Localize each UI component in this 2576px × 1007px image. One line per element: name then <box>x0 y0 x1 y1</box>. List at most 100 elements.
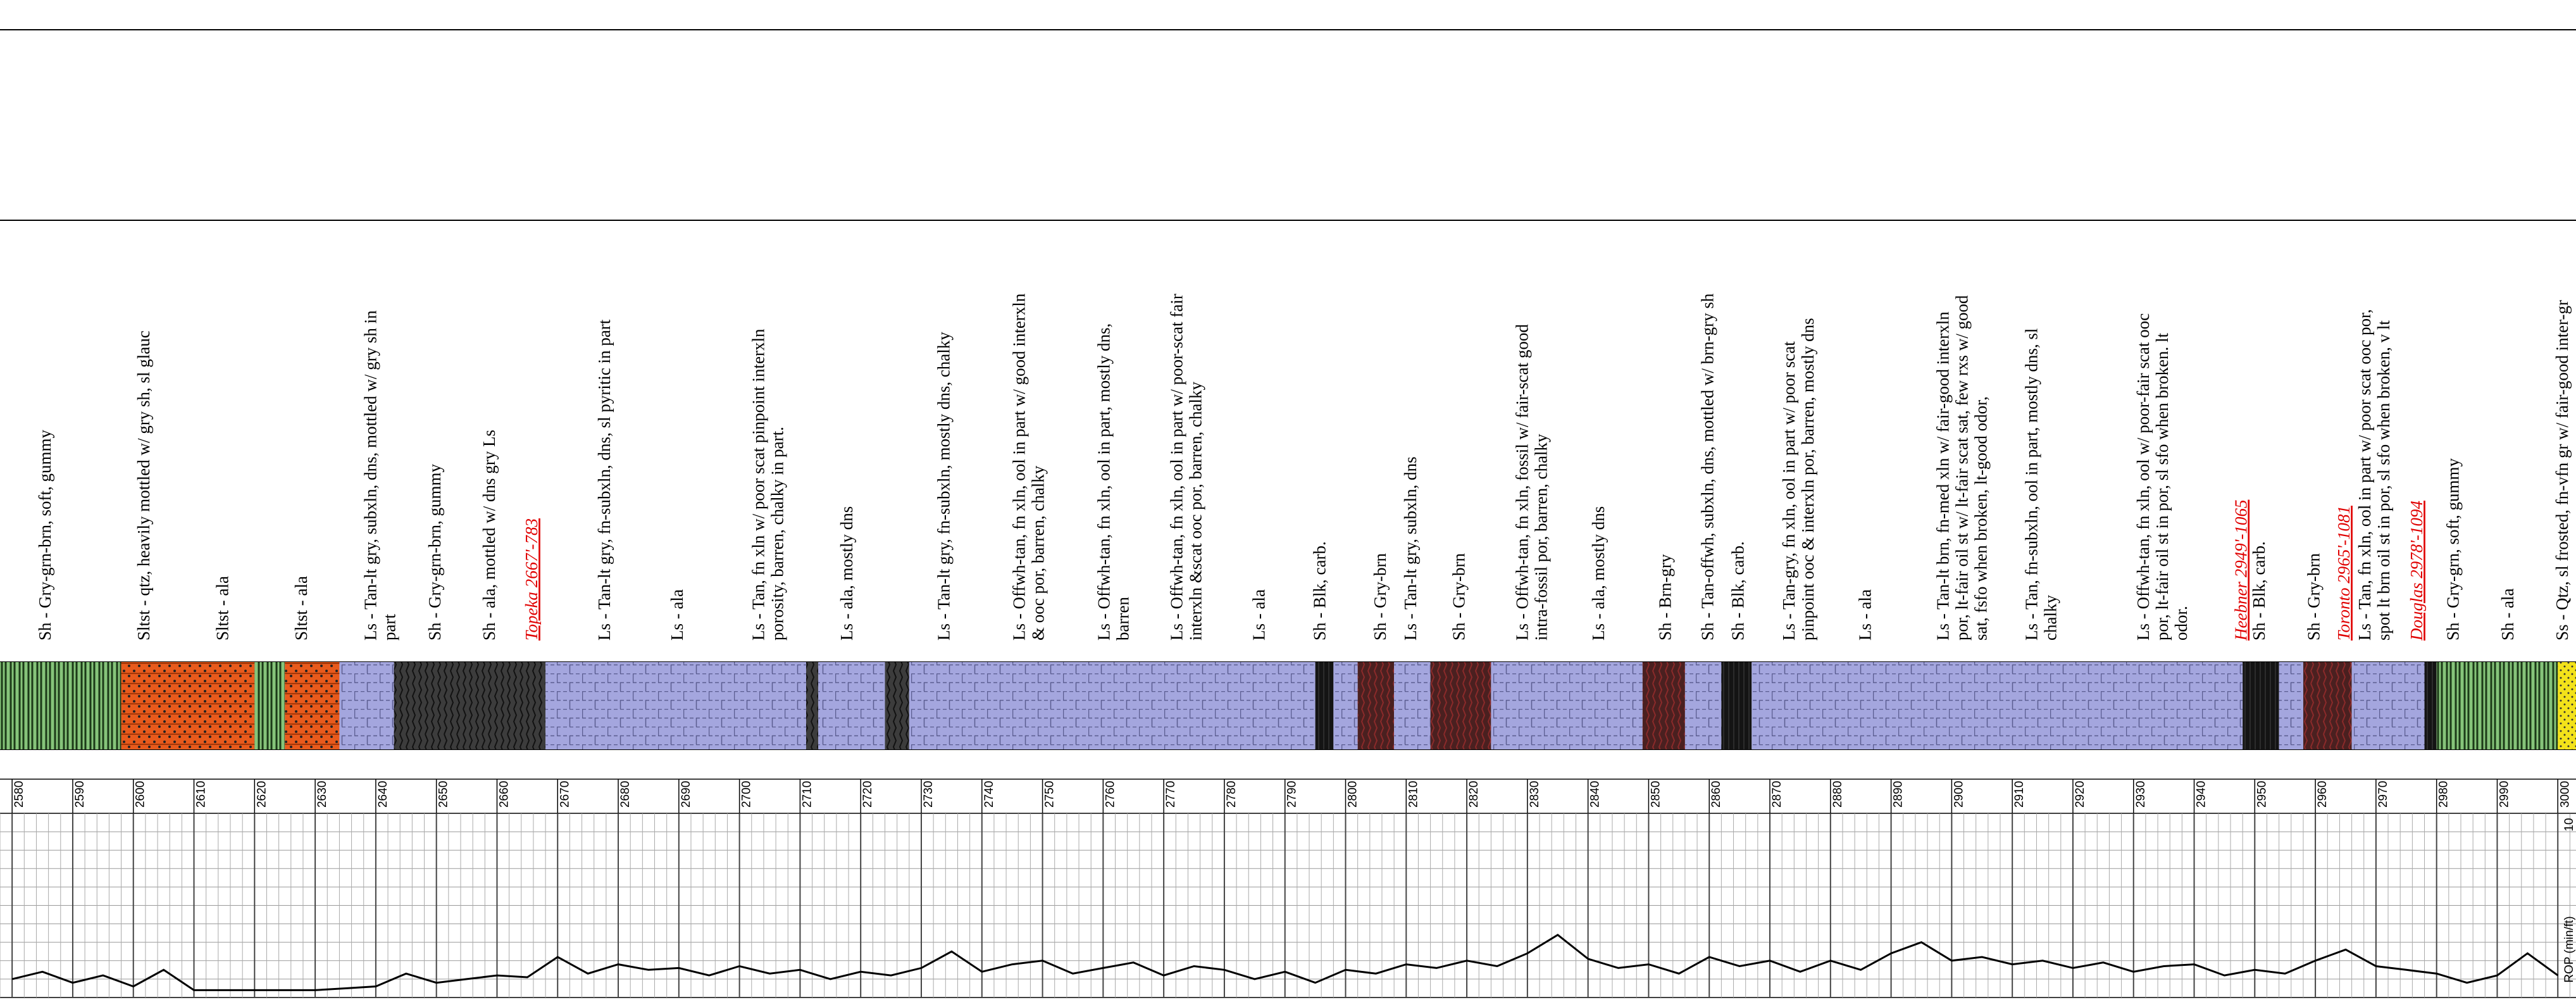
description-line: Sh - Gry-brn <box>2304 553 2323 641</box>
description-line: Ss - Qtz, sl frosted, fn-vfn gr w/ fair-… <box>2553 300 2572 641</box>
lithology-pattern <box>1430 662 1491 749</box>
description-line: & ooc por, barren, chalky <box>1029 465 1048 641</box>
formation-top: Douglas 2978'-1094 <box>2407 501 2426 641</box>
description-line: Ls - Tan-lt gry, subxln, dns <box>1401 456 1420 641</box>
description-line: Sh - Gry-grn, soft, gummy <box>2444 458 2463 641</box>
description-line: sat, fsfo when broken, lt-good odor, <box>1972 396 1991 641</box>
description-line: Sh - Gry-brn <box>1450 553 1469 641</box>
depth-tick-label: 2920 <box>2074 781 2087 808</box>
description-line: Sltst - ala <box>213 576 232 641</box>
depth-tick-label: 2860 <box>1710 781 1723 808</box>
description-line: spot lt brn oil st in por, sl sfo when b… <box>2374 320 2393 641</box>
depth-tick-label: 2870 <box>1770 781 1784 808</box>
lithology-pattern <box>909 662 1316 749</box>
depth-tick-label: 2930 <box>2134 781 2148 808</box>
lithology-pattern <box>818 662 885 749</box>
lithology-pattern <box>2436 662 2558 749</box>
depth-tick-label: 2610 <box>195 781 208 808</box>
formation-top: Topeka 2667'-783 <box>522 518 541 641</box>
depth-tick-label: 2760 <box>1104 781 1117 808</box>
depth-tick-label: 2640 <box>376 781 390 808</box>
description-line: Sh - Brn-gry <box>1655 554 1674 641</box>
lithology-pattern <box>1394 662 1431 749</box>
lithology-pattern <box>0 662 121 749</box>
lithology-pattern <box>394 662 546 749</box>
lithology-pattern <box>254 662 285 749</box>
depth-tick-label: 2750 <box>1043 781 1057 808</box>
lithology-pattern <box>1333 662 1358 749</box>
lithology-pattern <box>285 662 340 749</box>
lithology-pattern <box>2351 662 2425 749</box>
description-line: Ls - Tan-lt gry, fn-subxln, dns, sl pyri… <box>595 319 614 641</box>
description-line: intra-fossil por, barren, chalky <box>1532 434 1551 641</box>
rop-axis-label: ROP (min/ft) <box>2563 916 2576 982</box>
depth-tick-label: 2980 <box>2437 781 2451 808</box>
description-line: por, lt-fair oil st in por, sl sfo when … <box>2153 332 2172 641</box>
description-line: Ls - Tan, fn xln w/ poor scat pinpoint i… <box>749 328 768 641</box>
depth-tick-label: 2650 <box>437 781 451 808</box>
description-line: Ls - Offwh-tan, fn xln, fossil w/ fair-s… <box>1513 324 1532 641</box>
formation-top: Toronto 2965'-1081 <box>2334 506 2353 641</box>
lithology-pattern <box>1491 662 1643 749</box>
lithology-pattern <box>1315 662 1334 749</box>
description-line: por, lt-fair oil st w/ lt-fair scat sat,… <box>1953 295 1972 641</box>
depth-tick-label: 2780 <box>1225 781 1238 808</box>
description-line: Ls - Tan-lt brn, fn-med xln w/ fair-good… <box>1934 311 1953 641</box>
depth-tick-label: 2690 <box>680 781 693 808</box>
description-line: Sh - Gry-grn-brn, gummy <box>425 464 444 641</box>
description-line: Ls - ala, mostly dns <box>1589 506 1608 641</box>
description-line: interxln &scat ooc por, barren, chalky <box>1186 381 1205 641</box>
depth-tick-label: 2900 <box>1952 781 1965 808</box>
lithology-pattern <box>1642 662 1685 749</box>
description-line: barren <box>1114 597 1133 641</box>
description-line: Ls - Tan-lt gry, fn-subxln, mostly dns, … <box>934 332 953 641</box>
depth-tick-label: 2960 <box>2316 781 2329 808</box>
depth-tick-label: 2730 <box>922 781 935 808</box>
depth-tick-label: 2740 <box>983 781 996 808</box>
description-line: porosity, barren, chalky in part. <box>768 427 787 641</box>
description-line: Sh - ala, mottled w/ dns gry Ls <box>480 430 499 641</box>
description-line: chalky <box>2041 595 2060 641</box>
description-line: Ls - Offwh-tan, fn xln, ool in part, mos… <box>1095 323 1114 641</box>
depth-tick-label: 2670 <box>558 781 571 808</box>
description-line: Ls - Offwh-tan, fn xln, ool in part w/ p… <box>1167 294 1186 641</box>
lithology-pattern <box>545 662 806 749</box>
description-line: Ls - ala <box>1250 589 1269 641</box>
depth-tick-label: 3000 <box>2558 781 2572 808</box>
depth-tick-label: 2950 <box>2255 781 2268 808</box>
description-line: Ls - ala <box>1855 589 1874 641</box>
description-line: Ls - Tan-gry, fn xln, ool in part w/ poo… <box>1779 341 1798 641</box>
description-line: Sh - ala <box>2498 589 2517 641</box>
depth-tick-label: 2990 <box>2498 781 2511 808</box>
depth-tick-label: 2830 <box>1528 781 1541 808</box>
depth-tick-label: 2940 <box>2195 781 2208 808</box>
lithology-pattern <box>1357 662 1395 749</box>
description-line: Sh - Tan-offwh, subxln, dns, mottled w/ … <box>1698 293 1717 641</box>
rop-tick-label: 10 <box>2563 818 2576 831</box>
depth-tick-label: 2820 <box>1467 781 1481 808</box>
description-line: Ls - ala <box>668 589 687 641</box>
depth-tick-label: 2840 <box>1589 781 1602 808</box>
lithology-pattern <box>2303 662 2352 749</box>
description-line: Ls - Offwh-tan, fn xln, ool in part w/ g… <box>1010 293 1029 641</box>
lithology-pattern <box>2424 662 2437 749</box>
lithology-pattern <box>1752 662 2243 749</box>
lithology-pattern <box>1684 662 1722 749</box>
description-line: Ls - Tan, fn-subxln, ool in part, mostly… <box>2022 328 2041 641</box>
depth-tick-label: 2810 <box>1407 781 1420 808</box>
depth-tick-label: 2710 <box>800 781 814 808</box>
lithology-pattern <box>806 662 819 749</box>
depth-tick-label: 2590 <box>73 781 87 808</box>
description-line: Ls - ala, mostly dns <box>837 506 856 641</box>
description-line: Sh - Gry-brn <box>1371 553 1390 641</box>
description-line: Ls - Tan, fn xln, ool in part w/ poor sc… <box>2355 309 2374 641</box>
lithology-pattern <box>885 662 909 749</box>
depth-tick-label: 2770 <box>1164 781 1178 808</box>
description-line: Sh - Blk, carb. <box>1310 541 1329 641</box>
description-line: Sltst - qtz, heavily mottled w/ gry sh, … <box>134 330 153 641</box>
description-line: Ls - Tan-lt gry, subxln, dns, mottled w/… <box>361 310 380 641</box>
depth-tick-label: 2800 <box>1347 781 1360 808</box>
description-line: Sh - Gry-grn-brn, soft, gummy <box>35 430 54 641</box>
depth-tick-label: 2790 <box>1286 781 1299 808</box>
description-line: Sltst - ala <box>292 576 311 641</box>
